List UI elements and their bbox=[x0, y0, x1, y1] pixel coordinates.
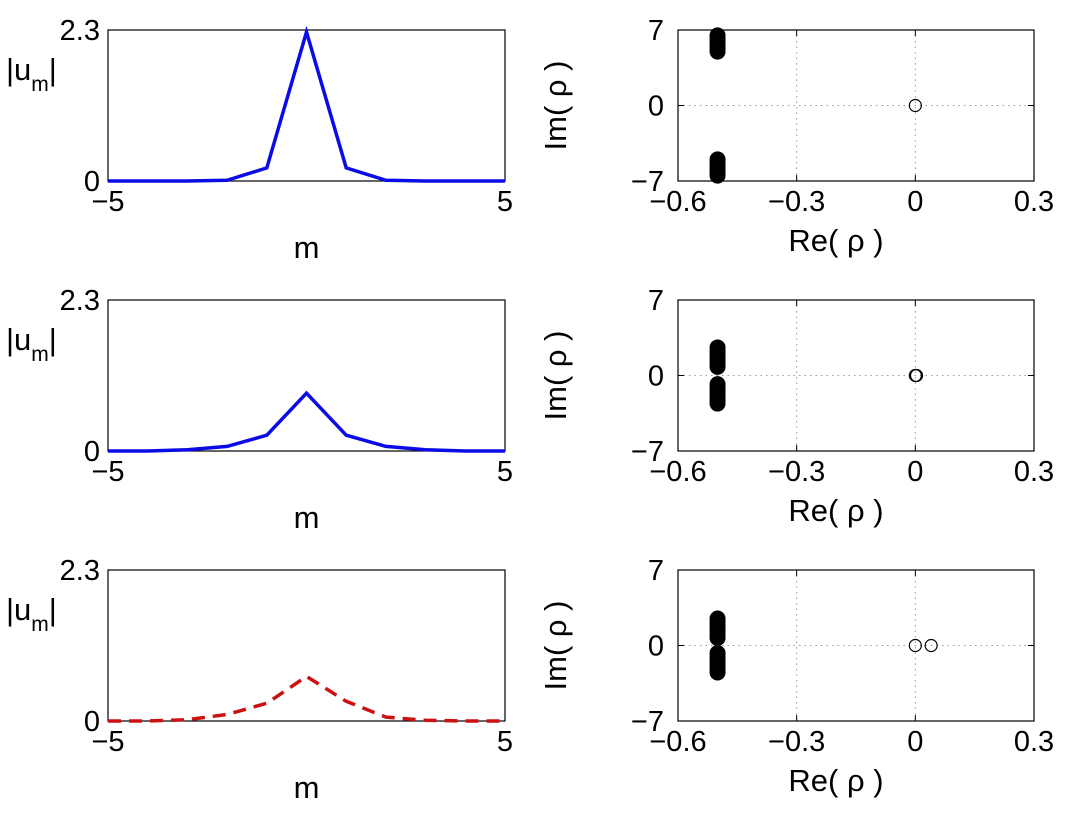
y-tick-label: 0 bbox=[84, 166, 100, 198]
eigenvalue-filled-marker bbox=[709, 167, 726, 184]
x-tick-label: −0.3 bbox=[768, 456, 825, 488]
y-axis-label-end: | bbox=[49, 322, 57, 357]
eigenvalue-filled-marker bbox=[709, 339, 726, 356]
y-axis-label: |um| bbox=[6, 592, 57, 636]
y-axis-label-end: | bbox=[49, 592, 57, 627]
y-tick-label: −7 bbox=[631, 436, 664, 468]
y-tick-label: 2.3 bbox=[60, 15, 100, 47]
x-tick-label: −5 bbox=[91, 456, 124, 488]
y-axis-label-sub: m bbox=[31, 73, 49, 96]
y-tick-label: 0 bbox=[648, 631, 664, 663]
x-axis-label: Re( ρ ) bbox=[788, 493, 883, 528]
y-axis-label: Im( ρ ) bbox=[538, 331, 573, 421]
y-tick-label: 2.3 bbox=[60, 285, 100, 317]
x-axis-label: m bbox=[294, 500, 320, 535]
y-tick-label: 7 bbox=[648, 285, 664, 317]
eigenvalue-open-marker bbox=[908, 98, 922, 113]
eigenvalue-open-marker bbox=[924, 638, 938, 653]
x-tick-label: −0.6 bbox=[649, 456, 706, 488]
x-tick-label: 0 bbox=[907, 726, 923, 758]
x-axis-label: m bbox=[294, 230, 320, 265]
x-tick-label: 5 bbox=[497, 456, 513, 488]
y-axis-label-end: | bbox=[49, 52, 57, 87]
panel-row1-left: −5 502.3m|um| bbox=[6, 15, 513, 265]
y-axis-label-main: |u bbox=[6, 322, 31, 357]
x-tick-label: 0.3 bbox=[1014, 726, 1054, 758]
axes-frame bbox=[677, 299, 1035, 452]
x-axis-label: Re( ρ ) bbox=[788, 223, 883, 258]
y-axis-label-main: |u bbox=[6, 52, 31, 87]
x-tick-label: −0.3 bbox=[768, 186, 825, 218]
x-tick-label: 0 bbox=[907, 186, 923, 218]
y-tick-label: 7 bbox=[648, 15, 664, 47]
x-tick-label: −0.6 bbox=[649, 186, 706, 218]
eigenvalue-open-marker bbox=[909, 368, 924, 383]
y-axis-label: Im( ρ ) bbox=[538, 61, 573, 151]
panel-row2-left: −5 502.3m|um| bbox=[6, 285, 513, 535]
y-axis-label: |um| bbox=[6, 322, 57, 366]
eigenvalue-filled-marker bbox=[709, 27, 726, 44]
eigenvalue-filled-marker bbox=[709, 664, 726, 681]
eigenvalue-filled-marker bbox=[709, 610, 726, 627]
axes-frame bbox=[677, 569, 1035, 722]
y-axis-label-sub: m bbox=[31, 613, 49, 636]
y-tick-label: 0 bbox=[84, 436, 100, 468]
y-tick-label: 7 bbox=[648, 555, 664, 587]
axes-frame bbox=[107, 299, 506, 452]
y-tick-label: 2.3 bbox=[60, 555, 100, 587]
x-tick-label: 0.3 bbox=[1014, 186, 1054, 218]
axes-frame bbox=[677, 29, 1035, 182]
y-tick-label: −7 bbox=[631, 166, 664, 198]
y-tick-label: 0 bbox=[648, 91, 664, 123]
x-tick-label: −5 bbox=[91, 186, 124, 218]
x-tick-label: −5 bbox=[91, 726, 124, 758]
x-tick-label: 5 bbox=[497, 186, 513, 218]
panel-row2-right: −0.6 −0.3 0 0.3 −7 0 7 Re( ρ ) Im( ρ ) bbox=[538, 285, 1054, 528]
x-axis-label: m bbox=[294, 770, 320, 805]
x-axis-label: Re( ρ ) bbox=[788, 763, 883, 798]
y-axis-label: |um| bbox=[6, 52, 57, 96]
panel-row3-right: −0.6 −0.3 0 0.3 −7 0 7 Re( ρ ) Im( ρ ) bbox=[538, 555, 1054, 798]
x-tick-label: −0.6 bbox=[649, 726, 706, 758]
panel-row3-left: −5 502.3m|um| bbox=[6, 555, 513, 805]
axes-frame bbox=[107, 569, 506, 722]
axes-frame bbox=[107, 29, 506, 182]
eigenvalue-filled-marker bbox=[709, 395, 726, 412]
x-tick-label: 5 bbox=[497, 726, 513, 758]
y-tick-label: 0 bbox=[84, 706, 100, 738]
x-tick-label: 0.3 bbox=[1014, 456, 1054, 488]
x-tick-label: −0.3 bbox=[768, 726, 825, 758]
y-axis-label: Im( ρ ) bbox=[538, 601, 573, 691]
eigenvalue-open-marker bbox=[908, 638, 922, 653]
y-axis-label-sub: m bbox=[31, 343, 49, 366]
x-tick-label: 0 bbox=[907, 456, 923, 488]
y-axis-label-main: |u bbox=[6, 592, 31, 627]
panel-row1-right: −0.6 −0.3 0 0.3 −7 0 7 Re( ρ ) Im( ρ ) bbox=[538, 15, 1054, 258]
y-tick-label: −7 bbox=[631, 706, 664, 738]
data-line bbox=[108, 674, 505, 723]
y-tick-label: 0 bbox=[648, 361, 664, 393]
